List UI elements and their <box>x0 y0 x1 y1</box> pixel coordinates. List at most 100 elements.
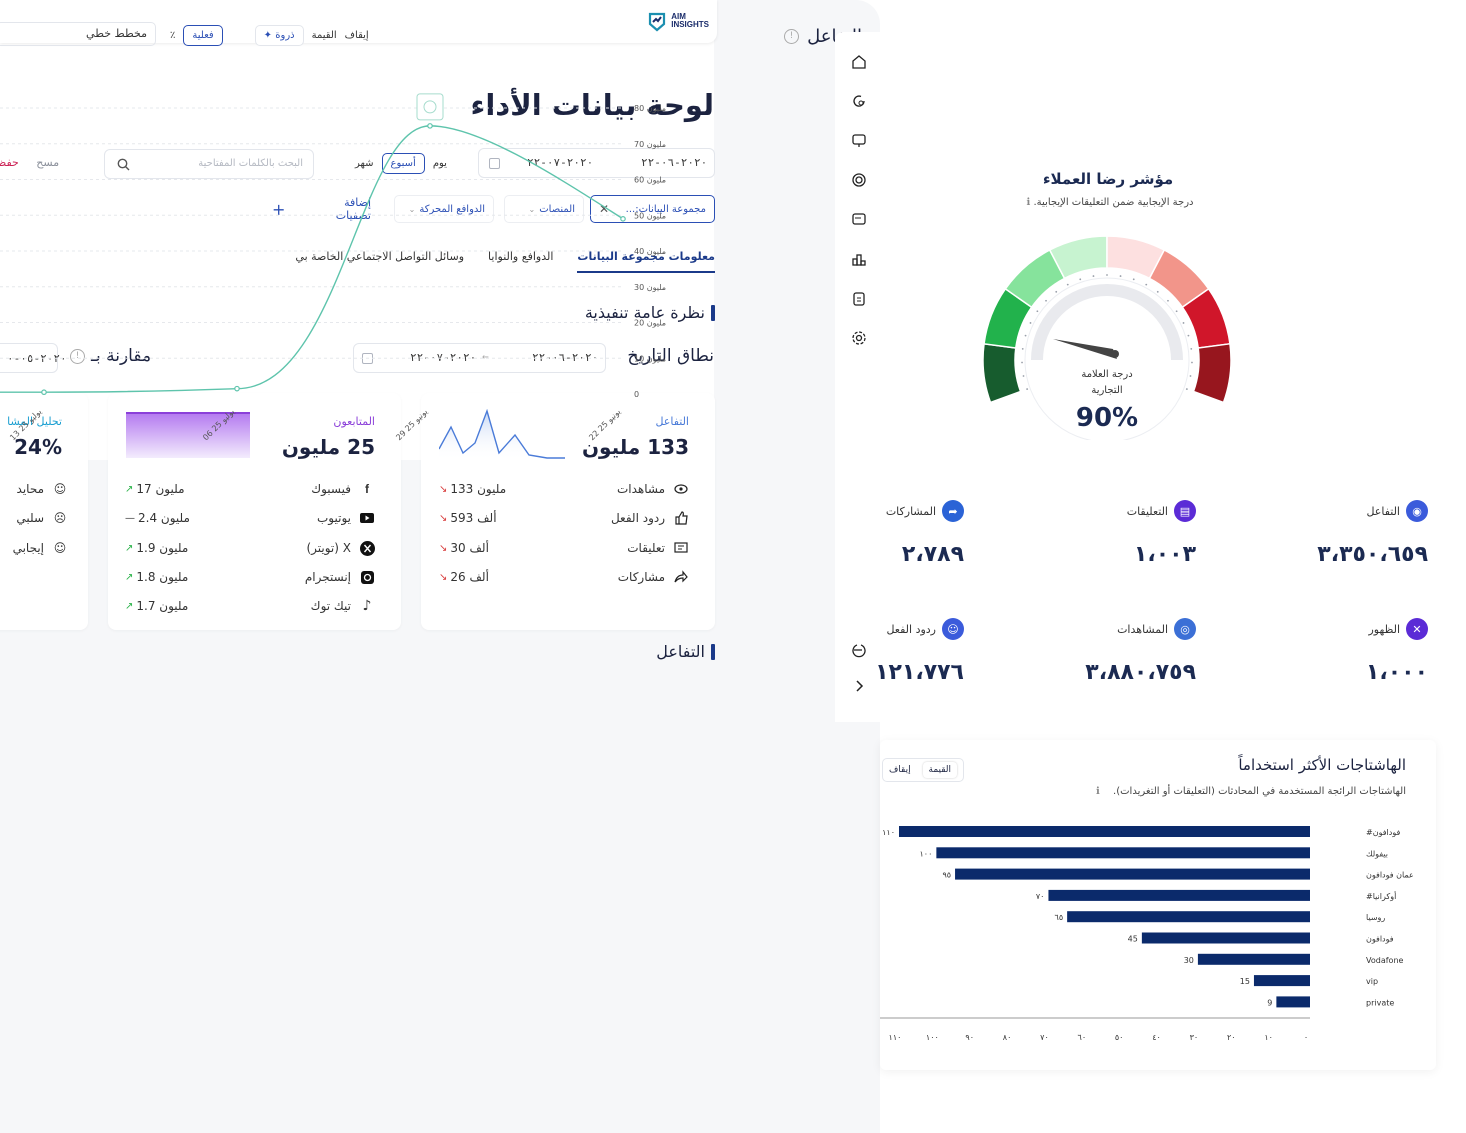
metric-value-text: 26 ألف <box>450 570 489 584</box>
brand-line-1: AIM <box>671 12 686 21</box>
date-range-picker[interactable]: ٢٠٢٠-٠٧-٢٢ ٢٠٢٠-٠٦-٢٢ <box>478 148 715 178</box>
data-point <box>427 123 433 129</box>
actual-button[interactable]: فعلية <box>183 24 223 46</box>
compare-label-text: مقارنة بـ <box>91 346 152 366</box>
gauge-tick <box>1021 348 1024 350</box>
trend-up-icon: ↗ <box>125 600 134 612</box>
section-marker <box>711 643 715 660</box>
tab-bar: معلومات مجموعة البيانات الدوافع والنوايا… <box>295 250 715 273</box>
hashtag-value-label: 15 <box>1240 977 1250 986</box>
gauge-tick <box>1182 322 1185 324</box>
info-icon[interactable]: ℹ <box>1096 786 1100 797</box>
stat-value: ١،٠٠٣ <box>1133 542 1196 567</box>
target-icon[interactable] <box>851 172 867 188</box>
gauge-needle-pivot <box>1111 350 1119 358</box>
gauge-subtitle-text: درجة الإيجابية ضمن التعليقات الإيجابية. <box>1033 197 1194 208</box>
stat-label: الظهور <box>1368 622 1401 636</box>
facebook-icon: f <box>365 482 369 496</box>
stop-toggle[interactable]: إيقاف <box>888 765 911 775</box>
metric-row-comments: تعليقات ↘ 30 ألف <box>439 538 689 558</box>
metric-row-facebook: f فيسبوك ↗ 17 مليون <box>125 479 375 499</box>
metric-value-text: 30 ألف <box>450 541 489 555</box>
save-button[interactable]: حفظ <box>0 156 19 169</box>
value-toggle[interactable]: القيمة <box>311 29 337 41</box>
gauge-inner-track <box>1031 284 1183 361</box>
home-icon[interactable] <box>851 54 867 70</box>
gauge-subtitle: درجة الإيجابية ضمن التعليقات الإيجابية. … <box>990 197 1230 208</box>
gauge-segment <box>1192 342 1232 404</box>
period-week[interactable]: أسبوع <box>381 153 425 174</box>
gauge-tick <box>1092 275 1095 277</box>
add-filter-button[interactable]: إضافة تصفيات + <box>264 195 379 223</box>
clipboard-icon[interactable] <box>851 290 867 306</box>
followers-summary-card: المتابعون 25 مليون f فيسبوك ↗ 17 مليون يو… <box>108 393 401 630</box>
motives-filter[interactable]: الدوافع المحركة ⌄ <box>394 195 494 223</box>
stat-value: ٣،٨٨٠،٧٥٩ <box>1085 660 1196 685</box>
gauge-tick <box>1189 375 1192 377</box>
peak-button[interactable]: ذروة ✦ <box>254 24 304 46</box>
close-icon[interactable]: ✕ <box>599 202 610 216</box>
x-tick-label: 13 يوليو 25 <box>8 407 43 442</box>
leaderboard-icon[interactable] <box>851 251 867 267</box>
gear-icon[interactable] <box>851 330 867 346</box>
neutral-face-icon: ☺ <box>53 482 67 496</box>
period-day[interactable]: يوم <box>432 158 447 169</box>
message-search-icon[interactable] <box>851 212 867 228</box>
value-toggle[interactable]: القيمة <box>922 762 958 778</box>
y-tick-label: 40 مليون <box>634 247 666 256</box>
stat-value: ١٢١،٧٧٦ <box>875 660 964 685</box>
stop-toggle[interactable]: إيقاف <box>344 29 369 41</box>
hashtag-value-label: ٩٥ <box>942 871 951 880</box>
info-icon[interactable]: ! <box>784 29 800 44</box>
hashtag-category-label: روسيا <box>1366 913 1385 922</box>
gauge-tick <box>1167 299 1169 302</box>
gauge-tick <box>1026 388 1029 390</box>
hashtags-title: الهاشتاجات الأكثر استخداماً <box>1238 756 1406 774</box>
top-bar: AIM INSIGHTS <box>0 0 717 43</box>
hashtag-bar <box>936 847 1310 859</box>
trend-down-icon: ↘ <box>439 571 448 583</box>
trend-down-icon: ↘ <box>439 483 448 495</box>
tab-my-social[interactable]: وسائل التواصل الاجتماعي الخاصة بي <box>295 250 465 263</box>
tab-dataset-info[interactable]: معلومات مجموعة البيانات <box>577 250 715 273</box>
hashtag-category-label: عمان فودافون <box>1366 871 1414 880</box>
brand-logo[interactable]: AIM INSIGHTS <box>647 10 709 32</box>
gauge-tick <box>1185 388 1188 390</box>
dataset-filter-chip[interactable]: مجموعة البيانات:... ✕ <box>590 195 715 223</box>
satisfaction-gauge: درجة العلامة التجارية 90% <box>982 235 1232 440</box>
add-filter-label: إضافة تصفيات <box>335 196 371 222</box>
refresh-search-icon[interactable] <box>851 93 867 109</box>
chevron-right-icon[interactable] <box>851 678 867 694</box>
gauge-title: مؤشر رضا العملاء <box>1042 170 1174 188</box>
dashboard-panel: AIM INSIGHTS لوحة بيانات الأداء ٢٠٢٠-٠٧-… <box>0 0 862 661</box>
monitor-icon[interactable] <box>851 133 867 149</box>
hashtag-category-label: بيفولك <box>1366 849 1388 858</box>
platforms-filter[interactable]: المنصات ⌄ <box>504 195 584 223</box>
gauge-tick <box>1021 361 1023 364</box>
search-icon <box>117 158 130 171</box>
percent-toggle[interactable]: ٪ <box>170 29 176 41</box>
hashtag-category-label: private <box>1366 998 1394 1007</box>
x-tick-label: 06 يوليو 25 <box>201 407 236 442</box>
chart-type-select[interactable]: مخطط خطي <box>0 22 156 46</box>
metric-value-text: 1.8 مليون <box>136 570 189 584</box>
engagement-section-text: التفاعل <box>656 642 705 661</box>
tab-motives[interactable]: الدوافع والنوايا <box>488 250 554 263</box>
search-input[interactable]: البحث بالكلمات المفتاحية <box>104 149 314 179</box>
y-tick-label: 70 مليون <box>634 140 666 149</box>
overview-section-title: نظرة عامة تنفيذية <box>585 303 715 322</box>
gauge-tick <box>1055 290 1058 293</box>
gauge-tick <box>1156 290 1159 293</box>
plus-icon: + <box>272 199 286 219</box>
info-icon[interactable]: ! <box>70 348 85 364</box>
sentiment-row-neutral: ☺ محايد <box>0 479 68 499</box>
info-icon[interactable]: ℹ <box>1026 197 1031 208</box>
hashtag-value-label: ٧٠ <box>1036 892 1045 901</box>
period-month[interactable]: شهر <box>355 158 374 169</box>
clear-button[interactable]: مسح <box>36 156 60 169</box>
gauge-tick <box>1191 361 1193 364</box>
peak-marker <box>416 93 444 121</box>
metric-value: ↗ 1.8 مليون <box>125 570 188 584</box>
logout-icon[interactable] <box>851 642 867 658</box>
